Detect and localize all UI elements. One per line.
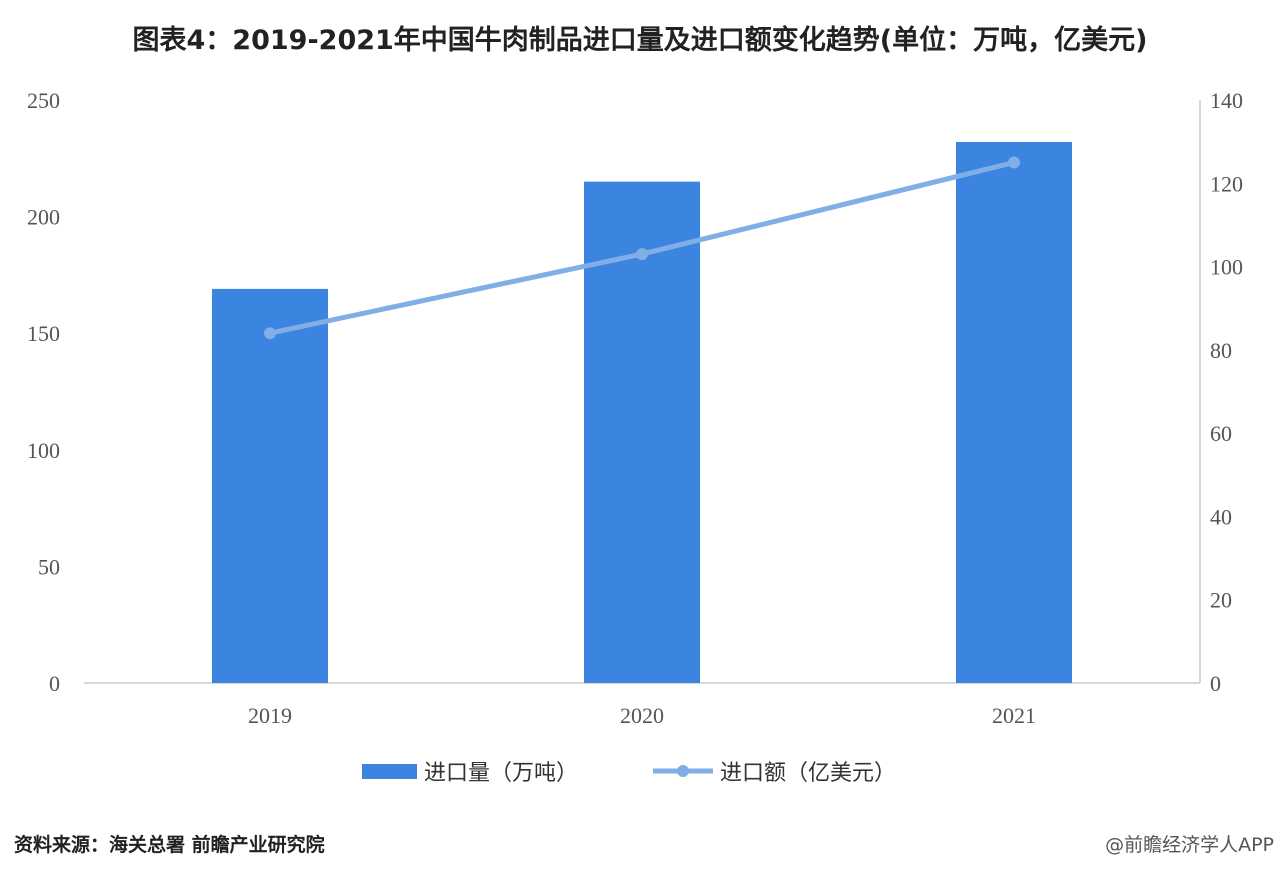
y-left-tick-label: 100	[27, 438, 60, 463]
y-left-tick-label: 0	[49, 671, 60, 696]
x-tick-label: 2019	[248, 703, 292, 728]
x-tick-label: 2021	[992, 703, 1036, 728]
y-right-tick-label: 0	[1210, 671, 1221, 696]
y-right-tick-label: 40	[1210, 504, 1232, 529]
watermark-note: @前瞻经济学人APP	[1105, 834, 1274, 856]
line-series	[264, 156, 1020, 340]
bar-2020	[584, 181, 700, 683]
y-right-tick-label: 140	[1210, 88, 1243, 113]
bar-2019	[212, 288, 328, 683]
legend-line-marker	[677, 765, 689, 777]
y-right-tick-label: 60	[1210, 421, 1232, 446]
y-right-tick-label: 20	[1210, 588, 1232, 613]
legend: 进口量（万吨） 进口额（亿美元）	[362, 761, 896, 786]
chart-title: 图表4：2019-2021年中国牛肉制品进口量及进口额变化趋势(单位：万吨，亿美…	[132, 25, 1148, 56]
y-left-tick-label: 150	[27, 321, 60, 346]
source-note: 资料来源：海关总署 前瞻产业研究院	[14, 834, 325, 856]
y-left-tick-label: 50	[38, 554, 60, 579]
x-ticks: 2019 2020 2021	[248, 703, 1036, 728]
y-right-tick-label: 120	[1210, 171, 1243, 196]
y-right-tick-label: 80	[1210, 338, 1232, 363]
legend-bar-label: 进口量（万吨）	[424, 761, 578, 786]
line-point-2021	[1008, 156, 1020, 169]
line-point-2019	[264, 327, 276, 340]
y-left-tick-label: 250	[27, 88, 60, 113]
y-right-ticks: 0 20 40 60 80 100 120 140	[1210, 88, 1243, 696]
bar-series	[212, 141, 1072, 683]
line-point-2020	[636, 248, 648, 261]
y-right-tick-label: 100	[1210, 255, 1243, 280]
legend-bar-swatch	[362, 764, 417, 779]
y-left-tick-label: 200	[27, 205, 60, 230]
bar-2021	[956, 141, 1072, 683]
legend-line-label: 进口额（亿美元）	[720, 761, 896, 786]
x-tick-label: 2020	[620, 703, 664, 728]
y-left-ticks: 0 50 100 150 200 250	[27, 88, 60, 696]
